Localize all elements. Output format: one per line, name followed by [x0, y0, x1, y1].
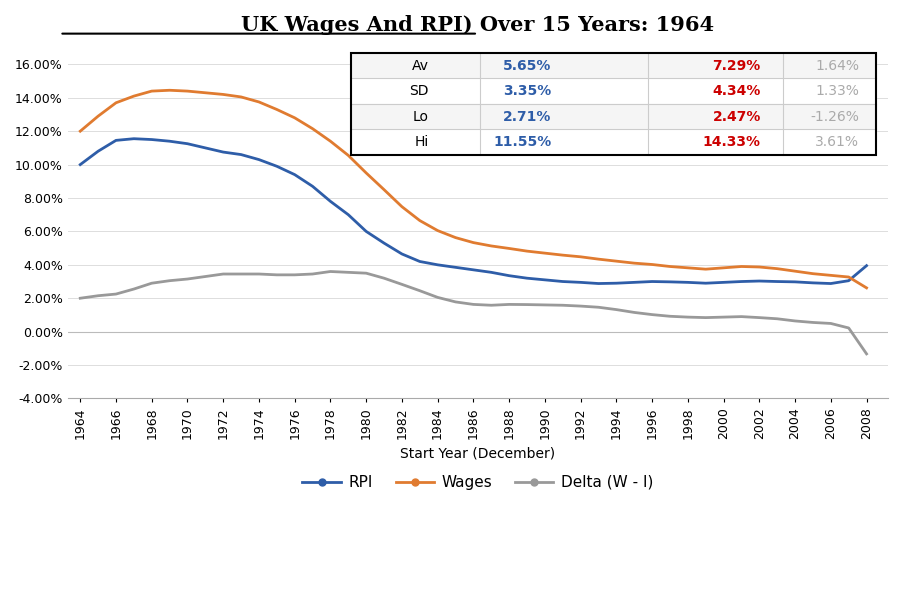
Text: 4.34%: 4.34%	[712, 84, 760, 98]
Text: Av: Av	[411, 59, 428, 72]
Text: 7.29%: 7.29%	[712, 59, 760, 72]
Bar	[350, 129, 875, 155]
Bar	[350, 104, 875, 129]
Text: 5.65%: 5.65%	[502, 59, 551, 72]
Text: 1.64%: 1.64%	[815, 59, 859, 72]
Bar	[350, 53, 875, 78]
Text: 3.61%: 3.61%	[815, 135, 859, 149]
Legend: RPI, Wages, Delta (W - I): RPI, Wages, Delta (W - I)	[296, 469, 658, 496]
Title: UK Wages And RPI) Over 15 Years: 1964: UK Wages And RPI) Over 15 Years: 1964	[241, 15, 713, 35]
Text: -1.26%: -1.26%	[809, 110, 859, 124]
Text: Lo: Lo	[412, 110, 428, 124]
X-axis label: Start Year (December): Start Year (December)	[400, 446, 555, 461]
Text: SD: SD	[409, 84, 428, 98]
Text: 11.55%: 11.55%	[492, 135, 551, 149]
Text: Hi: Hi	[414, 135, 428, 149]
Bar	[350, 78, 875, 104]
Text: 14.33%: 14.33%	[702, 135, 760, 149]
Text: 2.47%: 2.47%	[712, 110, 760, 124]
Bar	[350, 53, 875, 155]
Text: 3.35%: 3.35%	[503, 84, 551, 98]
Text: 2.71%: 2.71%	[502, 110, 551, 124]
Text: 1.33%: 1.33%	[815, 84, 859, 98]
